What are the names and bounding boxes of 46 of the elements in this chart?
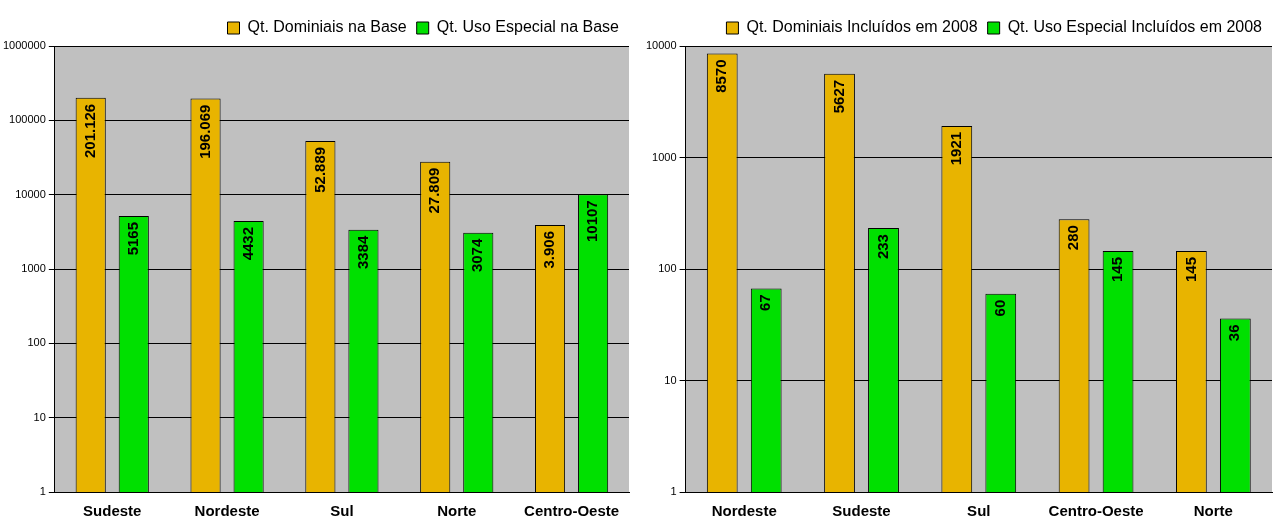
y-tick-label: 100000 xyxy=(9,113,46,126)
y-tick-label: 1 xyxy=(670,485,677,498)
y-tick-label: 1000 xyxy=(652,150,677,163)
y-tick-label: 10 xyxy=(33,410,46,423)
x-tick-label: Sul xyxy=(967,502,991,520)
data-label: 233 xyxy=(873,234,891,260)
y-tick-label: 100 xyxy=(658,262,677,275)
x-tick-label: Nordeste xyxy=(194,502,260,520)
x-tick-label: Centro-Oeste xyxy=(524,502,620,520)
data-label: 201.126 xyxy=(80,103,98,159)
data-label: 3074 xyxy=(468,238,486,273)
data-label: 67 xyxy=(756,294,774,312)
y-tick-label: 10000 xyxy=(645,39,677,52)
x-tick-label: Nordeste xyxy=(711,502,777,520)
data-label: 3.906 xyxy=(540,231,558,269)
x-tick-label: Sudeste xyxy=(832,502,891,520)
data-label: 5165 xyxy=(123,222,141,256)
legend-label: Qt. Dominiais Incluídos em 2008 xyxy=(746,18,978,36)
y-tick-label: 10000 xyxy=(15,187,46,200)
x-tick-label: Sul xyxy=(330,502,354,520)
x-tick-label: Norte xyxy=(1193,502,1233,520)
data-label: 52.889 xyxy=(310,146,328,193)
x-tick-label: Sudeste xyxy=(83,502,142,520)
data-label: 10107 xyxy=(583,200,601,243)
legend-label: Qt. Uso Especial Incluídos em 2008 xyxy=(1007,18,1263,36)
y-tick-label: 1 xyxy=(39,485,46,498)
data-label: 8570 xyxy=(712,59,730,93)
data-label: 196.069 xyxy=(195,104,213,159)
legend-label: Qt. Dominiais na Base xyxy=(247,18,407,36)
data-label: 36 xyxy=(1225,324,1243,342)
data-label: 5627 xyxy=(829,79,847,114)
y-tick-label: 1000000 xyxy=(3,39,46,52)
data-label: 145 xyxy=(1181,257,1199,283)
data-label: 145 xyxy=(1108,257,1126,283)
data-label: 1921 xyxy=(946,131,964,166)
data-label: 3384 xyxy=(353,234,371,270)
y-tick-label: 1000 xyxy=(21,262,46,275)
x-tick-label: Centro-Oeste xyxy=(1048,502,1144,520)
data-label: 60 xyxy=(990,299,1008,317)
data-label: 27.809 xyxy=(425,167,443,214)
x-tick-label: Norte xyxy=(437,502,477,520)
data-label: 4432 xyxy=(238,226,256,261)
y-tick-label: 100 xyxy=(27,336,46,349)
legend-label: Qt. Uso Especial na Base xyxy=(436,18,620,36)
y-tick-label: 10 xyxy=(664,373,677,386)
data-label: 280 xyxy=(1064,225,1082,251)
